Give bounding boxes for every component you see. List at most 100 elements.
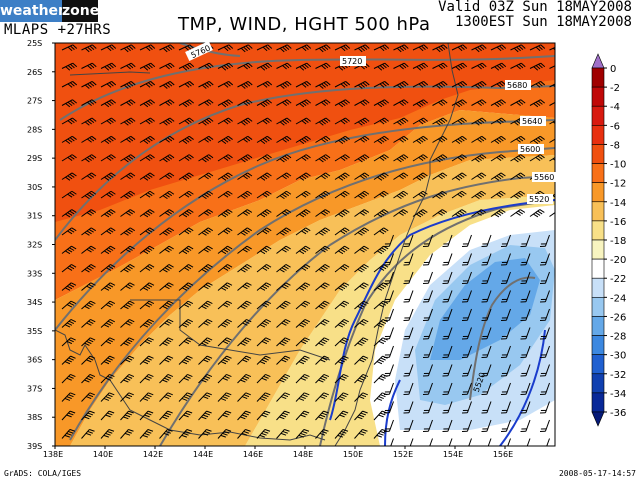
wind-barb <box>237 300 252 310</box>
wind-barb <box>334 117 350 125</box>
wind-barb <box>198 355 213 365</box>
wind-barb <box>539 419 550 432</box>
wind-barb <box>139 355 154 365</box>
wind-barb <box>100 355 115 365</box>
wind-barb <box>217 410 232 421</box>
wind-barb <box>539 271 550 284</box>
wind-barb <box>198 190 214 200</box>
wind-barb <box>354 172 370 180</box>
wind-barb <box>432 154 448 163</box>
wind-barb <box>198 337 213 347</box>
wind-barb <box>100 373 115 384</box>
wind-barb <box>334 99 350 108</box>
wind-barb <box>178 62 195 71</box>
wind-barb <box>276 429 290 439</box>
wind-barb <box>373 355 388 365</box>
wind-barb <box>461 290 472 303</box>
valid-time-utc: Valid 03Z Sun 18MAY2008 <box>438 0 632 15</box>
wind-barb <box>529 44 546 52</box>
legend-swatch <box>591 67 605 88</box>
wind-barb <box>295 62 312 71</box>
wind-barb <box>178 80 195 88</box>
wind-barb <box>461 364 472 377</box>
wind-barb <box>120 245 135 254</box>
wind-barb <box>256 190 272 199</box>
wind-barb <box>315 264 330 273</box>
longitude-axis: 138E 140E 142E 144E 146E 148E 150E 152E 154E 156E <box>43 446 513 459</box>
wind-barb <box>198 429 212 439</box>
legend-label: -18 <box>610 236 626 247</box>
wind-barb <box>237 135 253 143</box>
wind-barb <box>529 209 545 218</box>
wind-barb <box>81 209 97 217</box>
wind-barb <box>490 99 506 108</box>
wind-barb <box>81 190 97 200</box>
wind-barb <box>334 135 350 144</box>
wind-barb <box>237 227 252 236</box>
wind-barb <box>276 80 292 89</box>
wind-barb <box>500 253 511 266</box>
wind-barb <box>256 62 273 71</box>
wind-barb <box>256 355 271 365</box>
wind-barb <box>403 345 414 358</box>
wind-barb <box>315 80 331 89</box>
wind-barb <box>81 80 97 89</box>
wind-barb <box>334 392 349 402</box>
wind-barb <box>422 271 433 284</box>
contour-label: 5640 <box>522 117 542 126</box>
wind-barb <box>198 62 214 70</box>
wind-barb <box>529 62 546 71</box>
wind-barb <box>408 438 414 446</box>
wind-barb <box>393 80 409 89</box>
wind-barb <box>237 80 253 89</box>
credit-label: GrADS: COLA/IGES <box>4 469 82 478</box>
logo-weather-text: weather <box>0 0 65 22</box>
wind-barb <box>481 364 492 377</box>
wind-barb <box>61 337 76 347</box>
wind-barb <box>276 99 292 107</box>
legend-swatch <box>591 105 605 126</box>
wind-barb <box>139 209 155 218</box>
wind-barb <box>442 308 453 321</box>
lat-tick-label: 37S <box>27 384 42 393</box>
wind-barb <box>139 392 154 402</box>
wind-barb <box>393 172 409 180</box>
wind-barb <box>500 401 511 414</box>
wind-barb <box>412 135 428 144</box>
wind-barb <box>412 154 428 162</box>
wind-barb <box>139 154 155 162</box>
wind-barb <box>451 99 467 108</box>
wind-barb <box>178 190 194 199</box>
wind-barb <box>139 117 155 125</box>
wind-barb <box>198 99 214 107</box>
wind-barb <box>198 373 213 384</box>
lat-tick-label: 27S <box>27 97 42 106</box>
wind-barb <box>100 410 115 421</box>
wind-barb <box>539 308 550 321</box>
map-title: TMP, WIND, HGHT 500 hPa <box>178 14 431 35</box>
lat-tick-label: 31S <box>27 212 42 221</box>
wind-barb <box>61 62 78 71</box>
wind-barb <box>432 135 448 143</box>
wind-barb <box>295 117 311 125</box>
legend-swatch <box>591 125 605 145</box>
wind-barb <box>403 271 414 284</box>
wind-barb <box>159 172 175 180</box>
wind-barb <box>481 382 492 395</box>
wind-barb <box>373 392 388 402</box>
wind-barb <box>159 355 174 365</box>
wind-barb <box>549 209 555 217</box>
wind-barb <box>334 282 350 291</box>
wind-barb <box>461 327 472 340</box>
wind-barb <box>481 290 492 303</box>
wind-barb <box>139 62 156 71</box>
legend-swatch <box>591 201 605 222</box>
wind-barb <box>81 282 96 291</box>
wind-barb <box>237 264 252 273</box>
wind-barb <box>520 308 531 321</box>
wind-barb <box>295 282 311 291</box>
wind-barb <box>315 282 330 291</box>
wind-barb <box>525 438 531 446</box>
wind-barb <box>412 209 428 218</box>
contour-label: 5680 <box>507 81 527 90</box>
